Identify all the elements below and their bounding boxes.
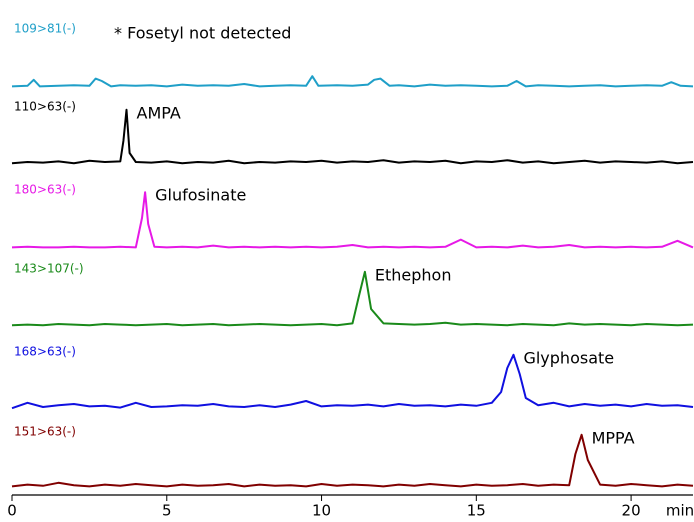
series-name: 110>63(-)	[14, 100, 76, 114]
trace	[11, 270, 694, 327]
series-name: 151>63(-)	[14, 425, 76, 439]
peak-label: Glufosinate	[155, 186, 246, 205]
x-tick-label: 5	[162, 502, 172, 520]
x-tick-label: 10	[312, 502, 331, 520]
series-name: 168>63(-)	[14, 345, 76, 359]
peak-label: MPPA	[592, 428, 635, 447]
trace	[11, 108, 694, 165]
annotation: * Fosetyl not detected	[114, 24, 291, 43]
series-name: 109>81(-)	[14, 22, 76, 36]
trace	[11, 75, 694, 88]
x-tick-label: 15	[467, 502, 486, 520]
peak-label: AMPA	[137, 103, 181, 122]
peak-label: Glyphosate	[523, 348, 614, 367]
trace	[11, 353, 694, 410]
series-name: 180>63(-)	[14, 183, 76, 197]
x-tick-label: 0	[7, 502, 17, 520]
x-tick-label: 20	[622, 502, 641, 520]
peak-label: Ethephon	[375, 265, 452, 284]
trace	[11, 433, 694, 488]
trace	[11, 191, 694, 249]
x-axis-label: min	[666, 502, 694, 520]
series-name: 143>107(-)	[14, 262, 84, 276]
